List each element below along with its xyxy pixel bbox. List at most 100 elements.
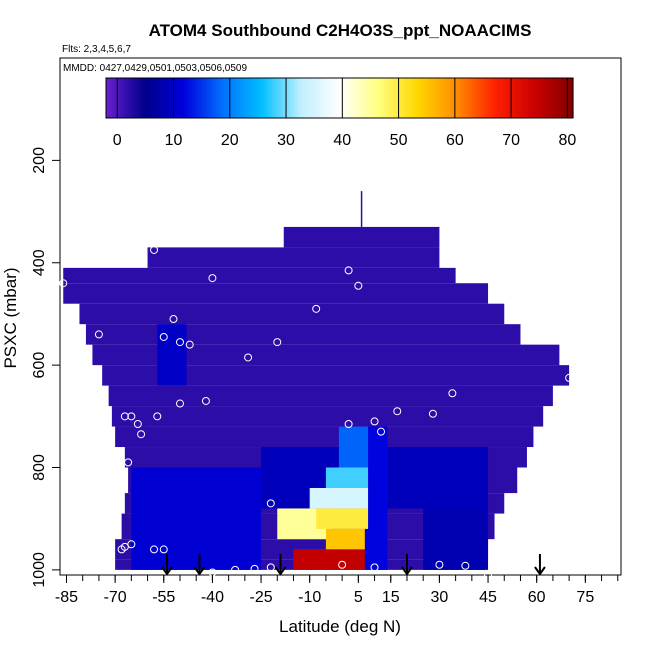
colorbar-swatch	[184, 78, 189, 118]
sample-point	[124, 258, 133, 267]
colorbar-swatch	[277, 78, 282, 118]
colorbar-swatch	[362, 78, 366, 118]
arrow-head	[193, 566, 206, 576]
colorbar-tick-label: 20	[221, 132, 239, 149]
colorbar-swatch	[370, 78, 374, 118]
colorbar-swatch	[224, 78, 228, 118]
colorbar-swatch	[198, 78, 203, 118]
y-tick-label: 400	[31, 249, 48, 276]
colorbar-swatch	[463, 78, 467, 118]
colorbar-swatch	[151, 78, 155, 118]
x-tick-label: -85	[55, 589, 78, 606]
colorbar-swatch	[173, 78, 177, 118]
colorbar-swatch	[527, 78, 532, 118]
colorbar-swatch	[232, 78, 237, 118]
sample-point	[59, 279, 68, 288]
heatmap-cells	[63, 191, 570, 570]
sample-point	[175, 399, 184, 408]
colorbar-tick-label: 40	[333, 132, 351, 149]
colorbar-swatch	[311, 78, 315, 118]
colorbar-swatch	[437, 78, 442, 118]
colorbar-swatch	[359, 78, 363, 118]
sample-point	[127, 412, 136, 421]
colorbar-swatch	[322, 78, 327, 118]
colorbar-swatch	[238, 78, 242, 118]
colorbar-swatch	[345, 78, 349, 118]
colorbar-swatch	[122, 78, 127, 118]
colorbar-swatch	[556, 78, 560, 118]
colorbar-swatch	[567, 78, 571, 118]
x-tick-label: 5	[354, 589, 363, 606]
colorbar-swatch	[477, 78, 481, 118]
x-tick-label: 15	[382, 589, 400, 606]
colorbar-swatch	[176, 78, 180, 118]
colorbar-swatch	[564, 78, 568, 118]
colorbar-swatch	[328, 78, 332, 118]
sample-point	[137, 430, 146, 439]
colorbar-swatch	[235, 78, 239, 118]
colorbar-swatch	[378, 78, 383, 118]
colorbar-swatch	[474, 78, 478, 118]
colorbar-swatch	[468, 78, 473, 118]
sample-point	[435, 560, 444, 569]
colorbar-swatch	[241, 78, 245, 118]
sample-point	[377, 427, 386, 436]
colorbar-swatch	[409, 78, 414, 118]
colorbar-swatch	[266, 78, 270, 118]
colorbar-swatch	[263, 78, 267, 118]
flight-arrows	[161, 554, 546, 576]
sample-point	[344, 266, 353, 275]
colorbar-swatch	[297, 78, 301, 118]
colorbar-swatch	[367, 78, 372, 118]
colorbar-swatch	[187, 78, 191, 118]
y-tick-label: 600	[31, 352, 48, 379]
colorbar-swatch	[333, 78, 338, 118]
colorbar-swatch	[190, 78, 194, 118]
colorbar-swatch	[480, 78, 484, 118]
colorbar-swatch	[117, 78, 121, 118]
colorbar-swatch	[221, 78, 225, 118]
colorbar-swatch	[210, 78, 214, 118]
colorbar-swatch	[226, 78, 231, 118]
colorbar-swatch	[316, 78, 321, 118]
colorbar-swatch	[249, 78, 253, 118]
x-tick-label: 75	[576, 589, 594, 606]
colorbar-swatch	[460, 78, 464, 118]
colorbar-swatch	[319, 78, 324, 118]
colorbar-swatch	[257, 78, 262, 118]
heatmap-cell	[338, 426, 369, 468]
colorbar-swatch	[291, 78, 296, 118]
colorbar-tick-label: 10	[165, 132, 183, 149]
colorbar-swatch	[432, 78, 436, 118]
colorbar-swatch	[499, 78, 504, 118]
y-tick-label: 1000	[31, 552, 48, 588]
colorbar-swatch	[429, 78, 433, 118]
colorbar-swatch	[260, 78, 265, 118]
sample-point	[370, 563, 379, 572]
heatmap-band	[79, 303, 505, 325]
sample-point	[159, 332, 168, 341]
colorbar-swatch	[243, 78, 248, 118]
colorbar-swatch	[485, 78, 490, 118]
colorbar-swatch	[508, 78, 512, 118]
sample-point	[354, 281, 363, 290]
x-tick-label: -10	[298, 589, 321, 606]
colorbar-frame	[105, 77, 574, 119]
plot-frame	[59, 57, 622, 576]
chart-title: ATOM4 Southbound C2H4O3S_ppt_NOAACIMS	[149, 21, 532, 40]
colorbar-tick-label: 80	[558, 132, 576, 149]
dates-note: MMDD: 0427,0429,0501,0503,0506,0509	[63, 63, 247, 74]
x-axis: -85 -70 -55 -40 -25 -10 5 15 30 45 60 75	[55, 575, 619, 606]
heatmap-cell	[309, 487, 369, 509]
sample-point	[150, 545, 159, 554]
sample-point	[273, 338, 282, 347]
colorbar-swatch	[502, 78, 507, 118]
colorbar-swatch	[418, 78, 422, 118]
colorbar-swatch	[550, 78, 554, 118]
colorbar-swatch	[201, 78, 206, 118]
colorbar-swatch	[466, 78, 470, 118]
colorbar-swatch	[142, 78, 146, 118]
colorbar-swatch	[136, 78, 141, 118]
x-tick-label: -40	[201, 589, 224, 606]
colorbar-swatch	[300, 78, 304, 118]
